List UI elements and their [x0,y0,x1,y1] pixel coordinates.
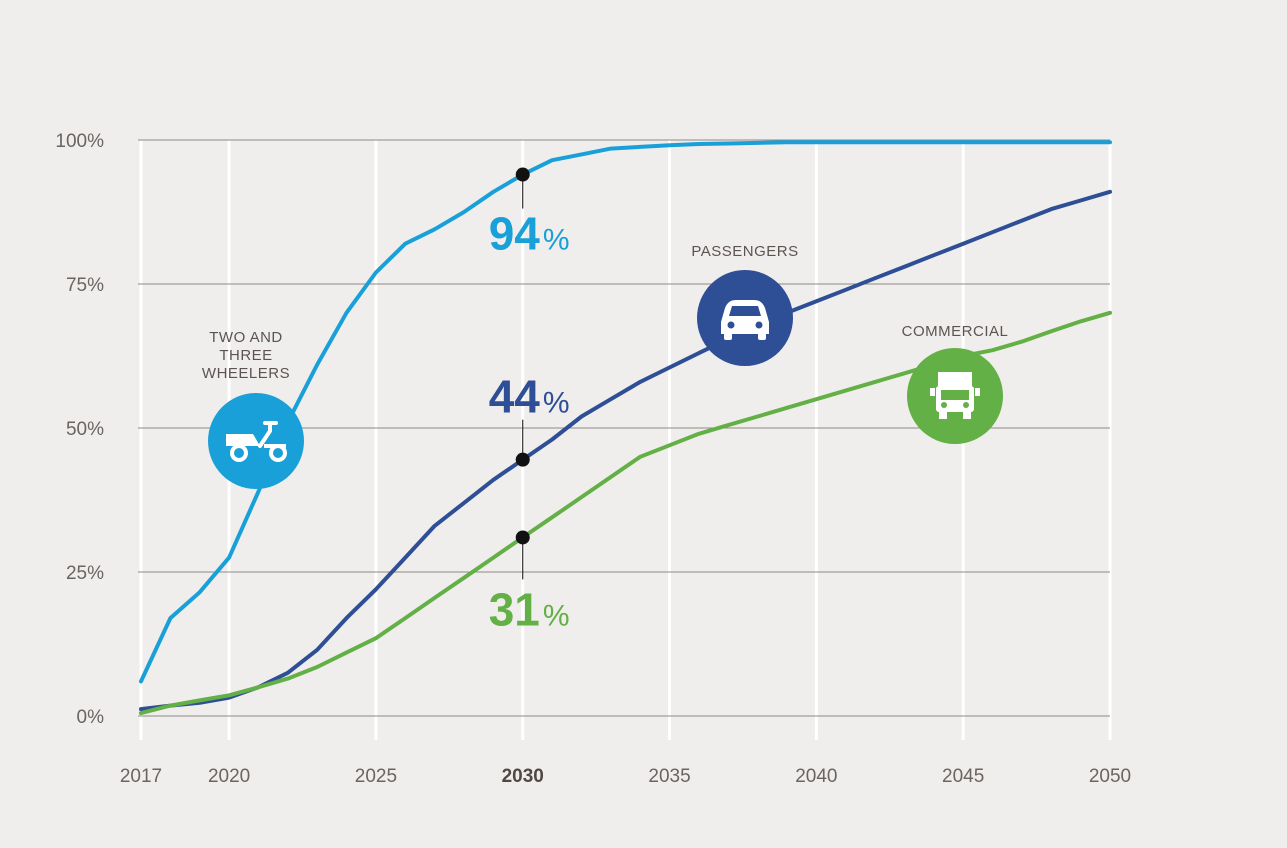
car-icon [721,300,769,340]
callout-percent-sign: % [543,599,570,632]
y-tick-label: 75% [66,275,104,296]
truck-cargo [938,372,972,386]
truck-wheel-right [963,411,971,419]
x-tick-label: 2045 [942,766,984,787]
callout-dot [515,452,530,467]
car-wheel-left [724,332,732,340]
truck-wheel-left [939,411,947,419]
x-tick-label: 2035 [648,766,690,787]
callout-percent-sign: % [543,224,570,257]
callout-dot [515,530,530,545]
y-tick-label: 25% [66,563,104,584]
y-tick-label: 50% [66,419,104,440]
series-badge-1: PASSENGERS [691,243,798,366]
callout-value: 94% [489,208,570,260]
series-label-line: WHEELERS [202,365,290,382]
callout-number: 31 [489,583,540,635]
car-headlight-right [755,321,763,329]
callout-value: 31% [489,583,570,635]
callout-number: 44 [489,371,541,423]
callout-value: 44% [489,371,570,423]
y-axis: 0% 25% 50% 75% 100% [55,131,104,728]
y-tick-label: 0% [77,707,105,728]
series-label-line: PASSENGERS [691,243,798,260]
series-label-line: TWO AND [209,329,283,346]
x-tick-label: 2017 [120,766,162,787]
series-line-1 [139,189,1112,712]
car-windshield [729,306,761,316]
car-wheel-right [758,332,766,340]
callouts: 94 %44 %31% [489,167,570,635]
truck-windshield [941,390,969,400]
truck-mirror-right [975,388,980,396]
truck-mirror-left [930,388,935,396]
truck-headlight-right [963,402,969,408]
callout-dot [515,167,530,182]
x-tick-label: 2040 [795,766,837,787]
x-tick-label: 2030 [502,766,544,787]
series-label-line: THREE [219,347,272,364]
x-tick-label: 2025 [355,766,397,787]
x-axis: 2017 2020 2025 2030 2035 2040 2045 2050 [120,766,1131,787]
car-body [721,300,769,334]
truck-icon [930,372,980,419]
x-tick-label: 2050 [1089,766,1131,787]
scooter-icon [226,421,287,462]
vertical-gridlines [139,140,1112,740]
car-headlight-left [727,321,735,329]
x-tick-label: 2020 [208,766,250,787]
y-tick-label: 100% [55,131,104,152]
series-line-0 [139,140,1112,684]
scooter-handlebar [258,421,278,448]
callout-percent-sign: % [543,387,570,420]
series-badge-2: COMMERCIAL [902,323,1009,444]
series-label-line: COMMERCIAL [902,323,1009,340]
scooter-seat-body [226,434,260,446]
truck-headlight-left [941,402,947,408]
callout-number: 94 [489,208,541,260]
